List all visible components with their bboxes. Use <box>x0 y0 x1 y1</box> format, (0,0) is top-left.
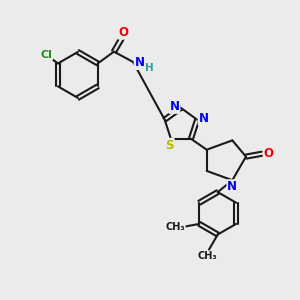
Text: Cl: Cl <box>40 50 52 60</box>
Text: CH₃: CH₃ <box>198 251 217 261</box>
Text: CH₃: CH₃ <box>165 222 185 232</box>
Text: O: O <box>264 147 274 160</box>
Text: N: N <box>135 56 145 69</box>
Text: N: N <box>169 100 179 113</box>
Text: N: N <box>199 112 208 125</box>
Text: S: S <box>165 139 174 152</box>
Text: O: O <box>119 26 129 39</box>
Text: H: H <box>145 63 154 74</box>
Text: N: N <box>227 180 237 193</box>
